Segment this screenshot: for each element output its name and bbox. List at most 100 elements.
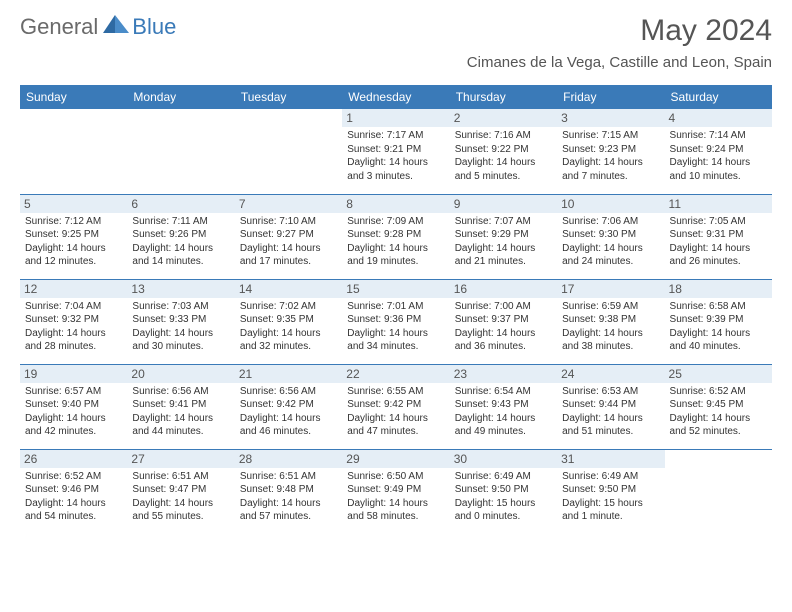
calendar-day-cell: 28Sunrise: 6:51 AMSunset: 9:48 PMDayligh…: [235, 449, 342, 534]
daylight-line: Daylight: 14 hours and 10 minutes.: [670, 156, 767, 183]
daylight-line: Daylight: 14 hours and 47 minutes.: [347, 412, 444, 439]
sunset-line: Sunset: 9:36 PM: [347, 313, 444, 327]
daylight-line: Daylight: 14 hours and 57 minutes.: [240, 497, 337, 524]
day-number: 17: [557, 280, 664, 298]
sunset-line: Sunset: 9:41 PM: [132, 398, 229, 412]
day-number: 11: [665, 195, 772, 213]
day-number: 13: [127, 280, 234, 298]
sunset-line: Sunset: 9:43 PM: [455, 398, 552, 412]
day-number: 15: [342, 280, 449, 298]
day-number: 8: [342, 195, 449, 213]
sunset-line: Sunset: 9:42 PM: [347, 398, 444, 412]
day-number: 7: [235, 195, 342, 213]
sunset-line: Sunset: 9:37 PM: [455, 313, 552, 327]
sunrise-line: Sunrise: 6:59 AM: [562, 300, 659, 314]
calendar-day-cell: 31Sunrise: 6:49 AMSunset: 9:50 PMDayligh…: [557, 449, 664, 534]
calendar-table: SundayMondayTuesdayWednesdayThursdayFrid…: [20, 85, 772, 534]
calendar-day-cell: 26Sunrise: 6:52 AMSunset: 9:46 PMDayligh…: [20, 449, 127, 534]
weekday-header: Monday: [127, 85, 234, 109]
calendar-day-cell: 17Sunrise: 6:59 AMSunset: 9:38 PMDayligh…: [557, 279, 664, 364]
sunset-line: Sunset: 9:48 PM: [240, 483, 337, 497]
calendar-day-cell: 29Sunrise: 6:50 AMSunset: 9:49 PMDayligh…: [342, 449, 449, 534]
calendar-day-cell: [235, 109, 342, 194]
daylight-line: Daylight: 15 hours and 0 minutes.: [455, 497, 552, 524]
sunrise-line: Sunrise: 7:07 AM: [455, 215, 552, 229]
sunrise-line: Sunrise: 7:09 AM: [347, 215, 444, 229]
location-subtitle: Cimanes de la Vega, Castille and Leon, S…: [467, 54, 772, 71]
sunset-line: Sunset: 9:39 PM: [670, 313, 767, 327]
daylight-line: Daylight: 14 hours and 24 minutes.: [562, 242, 659, 269]
calendar-day-cell: 23Sunrise: 6:54 AMSunset: 9:43 PMDayligh…: [450, 364, 557, 449]
calendar-day-cell: 5Sunrise: 7:12 AMSunset: 9:25 PMDaylight…: [20, 194, 127, 279]
daylight-line: Daylight: 14 hours and 28 minutes.: [25, 327, 122, 354]
sunset-line: Sunset: 9:44 PM: [562, 398, 659, 412]
daylight-line: Daylight: 14 hours and 30 minutes.: [132, 327, 229, 354]
sunrise-line: Sunrise: 7:10 AM: [240, 215, 337, 229]
day-number: 27: [127, 450, 234, 468]
sunrise-line: Sunrise: 6:49 AM: [455, 470, 552, 484]
day-number: 5: [20, 195, 127, 213]
sunset-line: Sunset: 9:50 PM: [455, 483, 552, 497]
sunrise-line: Sunrise: 7:06 AM: [562, 215, 659, 229]
daylight-line: Daylight: 14 hours and 46 minutes.: [240, 412, 337, 439]
weekday-header: Wednesday: [342, 85, 449, 109]
brand-part2: Blue: [132, 14, 176, 40]
daylight-line: Daylight: 14 hours and 21 minutes.: [455, 242, 552, 269]
sunrise-line: Sunrise: 7:16 AM: [455, 129, 552, 143]
day-number: 3: [557, 109, 664, 127]
day-number: 21: [235, 365, 342, 383]
weekday-header: Tuesday: [235, 85, 342, 109]
daylight-line: Daylight: 15 hours and 1 minute.: [562, 497, 659, 524]
weekday-header: Sunday: [20, 85, 127, 109]
calendar-day-cell: 21Sunrise: 6:56 AMSunset: 9:42 PMDayligh…: [235, 364, 342, 449]
sunrise-line: Sunrise: 7:00 AM: [455, 300, 552, 314]
sunrise-line: Sunrise: 6:56 AM: [132, 385, 229, 399]
daylight-line: Daylight: 14 hours and 12 minutes.: [25, 242, 122, 269]
day-number: 12: [20, 280, 127, 298]
calendar-day-cell: 25Sunrise: 6:52 AMSunset: 9:45 PMDayligh…: [665, 364, 772, 449]
day-number: 6: [127, 195, 234, 213]
calendar-day-cell: 30Sunrise: 6:49 AMSunset: 9:50 PMDayligh…: [450, 449, 557, 534]
calendar-day-cell: 14Sunrise: 7:02 AMSunset: 9:35 PMDayligh…: [235, 279, 342, 364]
calendar-day-cell: 1Sunrise: 7:17 AMSunset: 9:21 PMDaylight…: [342, 109, 449, 194]
daylight-line: Daylight: 14 hours and 54 minutes.: [25, 497, 122, 524]
daylight-line: Daylight: 14 hours and 19 minutes.: [347, 242, 444, 269]
sunrise-line: Sunrise: 6:49 AM: [562, 470, 659, 484]
sunset-line: Sunset: 9:42 PM: [240, 398, 337, 412]
sunrise-line: Sunrise: 6:51 AM: [240, 470, 337, 484]
brand-logo: General Blue: [20, 14, 176, 40]
calendar-day-cell: 2Sunrise: 7:16 AMSunset: 9:22 PMDaylight…: [450, 109, 557, 194]
daylight-line: Daylight: 14 hours and 58 minutes.: [347, 497, 444, 524]
calendar-day-cell: 27Sunrise: 6:51 AMSunset: 9:47 PMDayligh…: [127, 449, 234, 534]
logo-icon: [103, 15, 129, 40]
day-number: 14: [235, 280, 342, 298]
sunset-line: Sunset: 9:23 PM: [562, 143, 659, 157]
sunrise-line: Sunrise: 6:52 AM: [670, 385, 767, 399]
day-number: 25: [665, 365, 772, 383]
sunset-line: Sunset: 9:26 PM: [132, 228, 229, 242]
daylight-line: Daylight: 14 hours and 36 minutes.: [455, 327, 552, 354]
title-block: May 2024 Cimanes de la Vega, Castille an…: [467, 14, 772, 71]
daylight-line: Daylight: 14 hours and 7 minutes.: [562, 156, 659, 183]
day-number: 18: [665, 280, 772, 298]
sunrise-line: Sunrise: 7:11 AM: [132, 215, 229, 229]
daylight-line: Daylight: 14 hours and 32 minutes.: [240, 327, 337, 354]
daylight-line: Daylight: 14 hours and 5 minutes.: [455, 156, 552, 183]
sunset-line: Sunset: 9:49 PM: [347, 483, 444, 497]
calendar-day-cell: 8Sunrise: 7:09 AMSunset: 9:28 PMDaylight…: [342, 194, 449, 279]
day-number: 24: [557, 365, 664, 383]
calendar-day-cell: 9Sunrise: 7:07 AMSunset: 9:29 PMDaylight…: [450, 194, 557, 279]
sunset-line: Sunset: 9:33 PM: [132, 313, 229, 327]
sunrise-line: Sunrise: 6:50 AM: [347, 470, 444, 484]
daylight-line: Daylight: 14 hours and 14 minutes.: [132, 242, 229, 269]
sunset-line: Sunset: 9:38 PM: [562, 313, 659, 327]
sunset-line: Sunset: 9:24 PM: [670, 143, 767, 157]
sunset-line: Sunset: 9:29 PM: [455, 228, 552, 242]
calendar-day-cell: 6 Sunrise: 7:11 AMSunset: 9:26 PMDaylight…: [127, 194, 234, 279]
calendar-day-cell: 7Sunrise: 7:10 AMSunset: 9:27 PMDaylight…: [235, 194, 342, 279]
weekday-header: Thursday: [450, 85, 557, 109]
daylight-line: Daylight: 14 hours and 52 minutes.: [670, 412, 767, 439]
sunset-line: Sunset: 9:25 PM: [25, 228, 122, 242]
sunrise-line: Sunrise: 6:57 AM: [25, 385, 122, 399]
day-number: 31: [557, 450, 664, 468]
